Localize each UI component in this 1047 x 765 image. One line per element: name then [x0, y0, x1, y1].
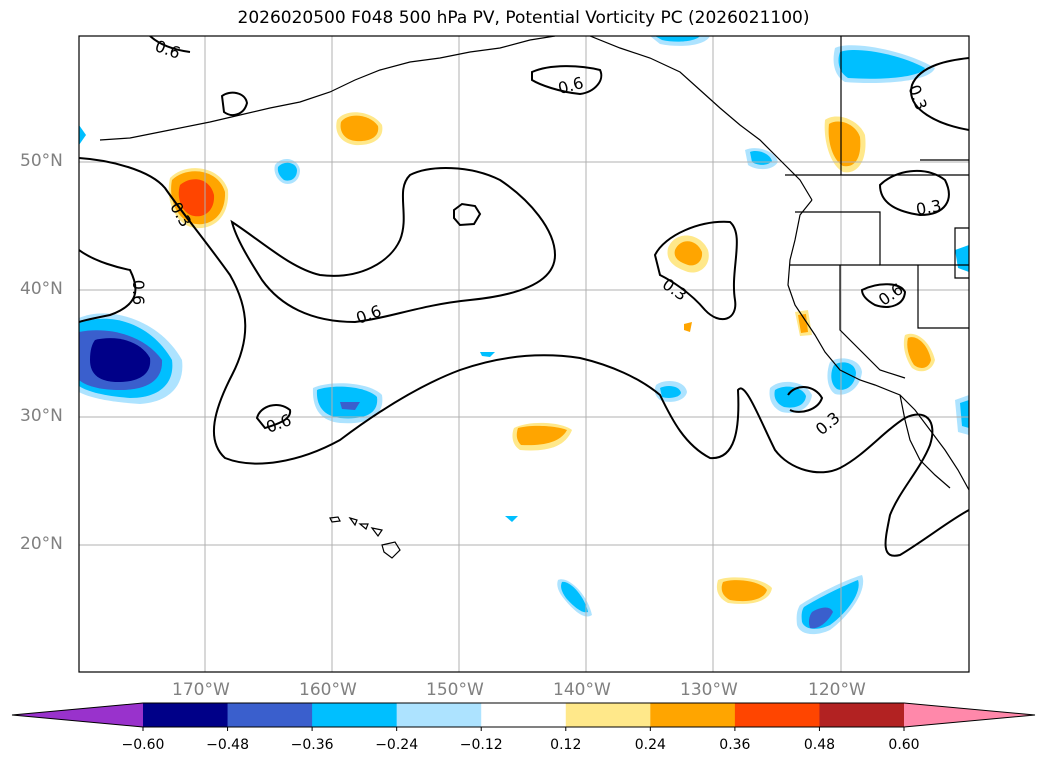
figure-title: 2026020500 F048 500 hPa PV, Potential Vo…: [237, 8, 810, 28]
lon-label-170w: 170°W: [172, 680, 230, 700]
lon-label-130w: 130°W: [680, 680, 738, 700]
colorbar-tick-label: −0.24: [375, 737, 419, 753]
lon-label-140w: 140°W: [553, 680, 611, 700]
colorbar-segment: [481, 703, 567, 727]
colorbar-tick-label: −0.60: [121, 737, 165, 753]
map-frame: [78, 35, 970, 673]
colorbar-tick-label: 0.60: [888, 737, 920, 753]
colorbar-tick-label: 0.24: [634, 737, 666, 753]
colorbar-segment: [734, 703, 820, 727]
colorbar-tick-label: 0.36: [719, 737, 751, 753]
colorbar: [11, 702, 1036, 731]
colorbar-segment: [650, 703, 736, 727]
colorbar-segment: [819, 703, 905, 727]
graticule: [79, 36, 969, 672]
pv-positive-anomaly-north-pacific: [336, 112, 383, 146]
pv-negative-anomaly-baja: [769, 358, 969, 435]
lon-label-120w: 120°W: [808, 680, 866, 700]
lat-label-30n: 30°N: [20, 406, 63, 426]
pv-negative-anomaly-north-coast: [79, 36, 969, 272]
colorbar-segment: [396, 703, 482, 727]
colorbar-tick-label: −0.48: [206, 737, 249, 753]
colorbar-tick-label: 0.12: [550, 737, 582, 753]
pv-negative-small-anomaly-north: [274, 158, 300, 184]
pv-positive-anomaly-offshore: [667, 235, 709, 332]
colorbar-segment: [312, 703, 398, 727]
lon-label-160w: 160°W: [299, 680, 357, 700]
lat-label-50n: 50°N: [20, 151, 63, 171]
colorbar-extend-min: [12, 703, 143, 727]
colorbar-extend-max: [904, 703, 1035, 727]
colorbar-tick-label: −0.12: [459, 737, 503, 753]
colorbar-tick-label: −0.36: [290, 737, 334, 753]
lon-label-150w: 150°W: [426, 680, 484, 700]
lat-label-40n: 40°N: [20, 279, 63, 299]
colorbar-segment: [143, 703, 229, 727]
colorbar-segment: [565, 703, 651, 727]
colorbar-segment: [227, 703, 313, 727]
map-background: [79, 36, 969, 672]
pv-negative-anomaly-south: [557, 575, 864, 635]
pv-negative-anomaly-small-offshore: [480, 352, 687, 522]
pv-positive-anomaly-california: [795, 116, 935, 372]
pv-negative-anomaly-west: [79, 313, 183, 404]
colorbar-tick-label: 0.48: [803, 737, 836, 753]
pv-positive-anomaly-south: [716, 577, 772, 604]
pv-positive-anomaly-central: [512, 422, 572, 451]
lat-label-20n: 20°N: [20, 534, 63, 554]
contour-label: 0.6: [129, 279, 149, 306]
hawaii-islands: [329, 516, 401, 559]
pv-contours: [79, 36, 969, 557]
